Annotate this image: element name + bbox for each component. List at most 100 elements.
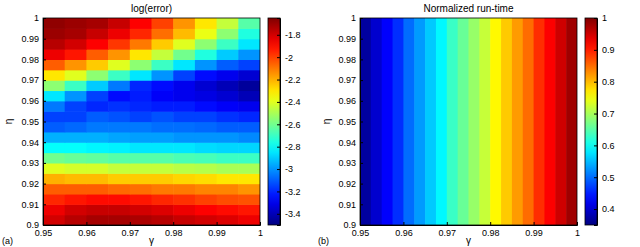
tick-label: 0.93 — [21, 158, 39, 168]
tick-mark — [277, 102, 280, 103]
tick-label: 0.96 — [78, 228, 96, 238]
cell — [152, 18, 174, 29]
cell — [65, 49, 87, 60]
cell — [217, 80, 239, 91]
cell — [173, 194, 195, 205]
cell — [173, 39, 195, 50]
cell — [534, 18, 545, 225]
tick-label: -2.8 — [285, 142, 301, 152]
cell — [447, 18, 458, 225]
cell — [555, 18, 566, 225]
tick: 0.99 — [208, 222, 226, 238]
tick-mark — [43, 142, 46, 143]
colorbar — [585, 18, 597, 225]
cell — [108, 101, 130, 112]
tick-mark — [43, 80, 46, 81]
cell — [65, 173, 87, 184]
tick: 0.98 — [21, 55, 46, 65]
cell — [436, 18, 447, 225]
cell — [108, 204, 130, 215]
cell — [217, 173, 239, 184]
tick-label: 0.9 — [343, 220, 356, 230]
cell — [238, 142, 260, 153]
cell — [43, 101, 65, 112]
cell — [238, 132, 260, 143]
tick-mark — [360, 163, 363, 164]
cell — [238, 163, 260, 174]
cell — [65, 163, 87, 174]
cell — [86, 153, 108, 164]
cell — [152, 70, 174, 81]
cell — [86, 80, 108, 91]
cell — [130, 173, 152, 184]
cell — [152, 39, 174, 50]
tick: 0.4 — [594, 204, 615, 214]
tick: 0.9 — [343, 220, 363, 230]
cell — [195, 184, 217, 195]
cell — [173, 132, 195, 143]
tick: 0.99 — [338, 34, 363, 44]
cell — [108, 59, 130, 70]
cell — [195, 101, 217, 112]
cell — [414, 18, 425, 225]
cell — [108, 194, 130, 205]
tick-mark — [403, 222, 404, 225]
tick: 0.94 — [338, 138, 363, 148]
cell — [130, 111, 152, 122]
cell — [65, 59, 87, 70]
tick: -2.2 — [277, 75, 301, 85]
tick-label: 1 — [258, 228, 263, 238]
tick-label: 0.95 — [21, 117, 39, 127]
cell — [65, 28, 87, 39]
tick: 0.96 — [21, 96, 46, 106]
cell — [86, 132, 108, 143]
tick-mark — [277, 57, 280, 58]
tick: 1 — [575, 222, 580, 238]
cell — [173, 90, 195, 101]
tick: 0.94 — [21, 138, 46, 148]
cell — [173, 80, 195, 91]
cell — [152, 80, 174, 91]
cell — [130, 142, 152, 153]
cell — [217, 215, 239, 225]
tick-label: 0.98 — [338, 55, 356, 65]
cell — [86, 184, 108, 195]
cell — [152, 153, 174, 164]
tick-mark — [594, 82, 597, 83]
tick-mark — [490, 222, 491, 225]
tick-label: 0.97 — [338, 75, 356, 85]
cell — [238, 28, 260, 39]
tick-label: -1.8 — [285, 30, 301, 40]
cell — [43, 204, 65, 215]
cell — [108, 28, 130, 39]
cell — [217, 194, 239, 205]
x-label: γ — [149, 235, 154, 246]
panel-label: (a) — [2, 236, 13, 246]
tick-label: -3.2 — [285, 187, 301, 197]
tick-mark — [43, 204, 46, 205]
cell — [130, 204, 152, 215]
cell — [65, 215, 87, 225]
cell — [512, 18, 523, 225]
cell — [130, 39, 152, 50]
cell — [130, 194, 152, 205]
cell — [217, 132, 239, 143]
cell — [238, 59, 260, 70]
cell — [195, 70, 217, 81]
cell — [86, 90, 108, 101]
tick: 0.96 — [338, 96, 363, 106]
cell — [403, 18, 414, 225]
tick-mark — [277, 169, 280, 170]
panel: 0.950.960.970.980.9910.90.910.920.930.94… — [318, 3, 615, 246]
axis-line — [277, 19, 281, 226]
tick: 1 — [351, 13, 363, 23]
tick-label: -2 — [285, 53, 293, 63]
cell — [360, 18, 371, 225]
cell — [130, 153, 152, 164]
cell — [238, 49, 260, 60]
cell — [238, 80, 260, 91]
tick-mark — [534, 222, 535, 225]
tick-mark — [594, 18, 597, 19]
cell — [217, 101, 239, 112]
tick-mark — [360, 204, 363, 205]
